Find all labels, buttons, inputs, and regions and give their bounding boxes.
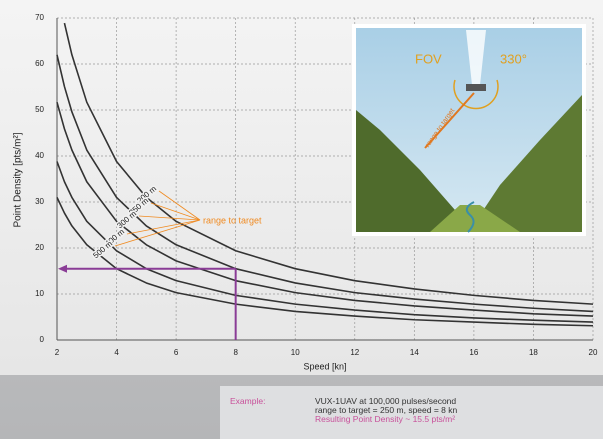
curve-annotation: range to target	[203, 215, 262, 225]
example-box: Example: VUX-1UAV at 100,000 pulses/seco…	[220, 386, 603, 439]
inset-fov: FOV	[415, 51, 442, 66]
y-tick-label: 50	[35, 105, 44, 114]
x-tick-label: 16	[469, 348, 478, 357]
y-tick-label: 30	[35, 197, 44, 206]
y-axis-label: Point Density [pts/m²]	[13, 132, 24, 227]
x-tick-label: 12	[350, 348, 359, 357]
y-tick-label: 20	[35, 243, 44, 252]
inset-drone	[466, 84, 486, 91]
inset-angle: 330°	[500, 51, 527, 66]
y-tick-label: 70	[35, 13, 44, 22]
x-tick-label: 18	[529, 348, 538, 357]
y-tick-label: 0	[40, 335, 45, 344]
x-tick-label: 8	[233, 348, 238, 357]
y-tick-label: 60	[35, 59, 44, 68]
chart: Point Density [pts/m²] Speed [kn] 0 10 20 3…	[0, 0, 603, 380]
x-tick-label: 14	[410, 348, 419, 357]
page: Point Density [pts/m²] Speed [kn] 0 10 20 3…	[0, 0, 603, 439]
x-tick-label: 4	[114, 348, 119, 357]
x-tick-label: 20	[589, 348, 598, 357]
y-tick-label: 40	[35, 151, 44, 160]
x-tick-label: 6	[174, 348, 179, 357]
x-axis-label: Speed [kn]	[303, 361, 346, 371]
example-line: Resulting Point Density ~ 15.5 pts/m²	[315, 414, 455, 424]
x-tick-label: 2	[55, 348, 60, 357]
example-label: Example:	[230, 396, 265, 406]
x-tick-label: 10	[291, 348, 300, 357]
y-tick-label: 10	[35, 289, 44, 298]
